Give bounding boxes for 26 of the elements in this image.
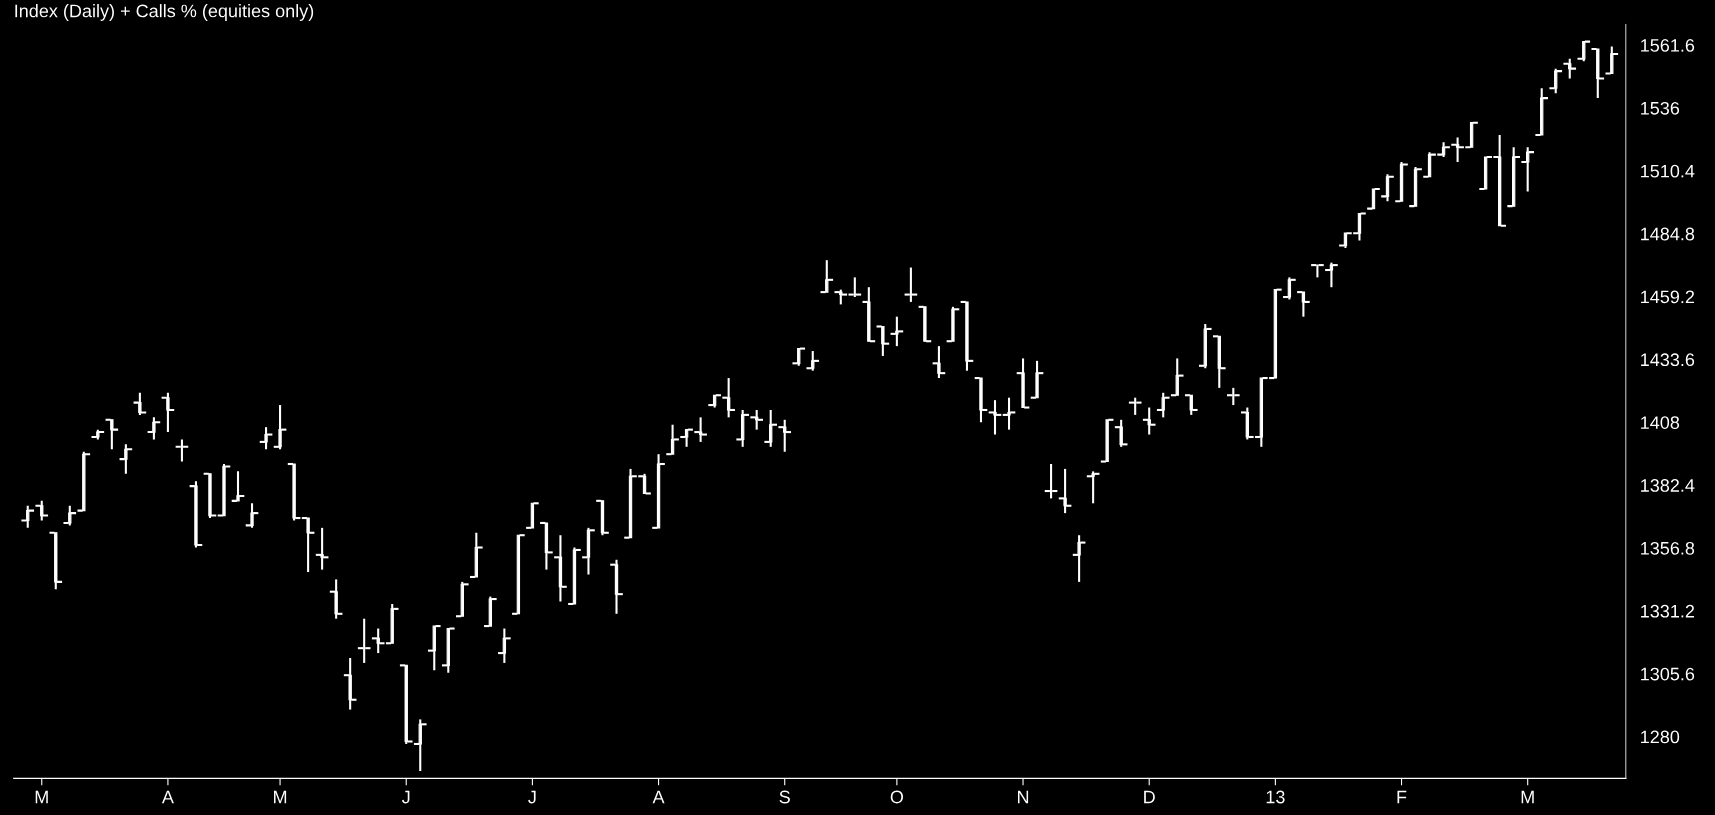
y-tick-label: 1459.2 (1641, 290, 1695, 304)
x-tick-label: M (35, 790, 48, 804)
y-tick-label: 1510.4 (1641, 164, 1695, 178)
x-tick-label: F (1397, 790, 1407, 804)
y-tick-label: 1280 (1641, 730, 1680, 744)
y-tick-label: 1356.8 (1641, 541, 1695, 555)
y-tick-label: 1382.4 (1641, 479, 1695, 492)
x-tick-label: N (1018, 790, 1029, 804)
x-tick-label: 13 (1266, 790, 1285, 804)
x-tick-label: A (161, 790, 174, 804)
y-tick-label: 1536 (1641, 101, 1680, 115)
x-tick-label: D (1144, 790, 1155, 804)
y-tick-label: 1305.6 (1641, 667, 1695, 681)
y-tick-label: 1433.6 (1641, 353, 1695, 367)
x-tick-label: M (1521, 790, 1534, 804)
y-tick-label: 1331.2 (1641, 604, 1695, 618)
x-tick-label: S (779, 790, 790, 804)
x-tick-label: J (402, 790, 410, 804)
y-tick-label: 1561.6 (1641, 39, 1695, 52)
x-tick-label: A (652, 790, 665, 804)
chart-title: Index (Daily) + Calls % (equities only) (15, 4, 314, 21)
y-tick-label: 1408 (1641, 416, 1680, 429)
x-tick-label: O (890, 790, 904, 804)
x-tick-label: J (528, 790, 536, 804)
x-tick-label: M (274, 790, 287, 804)
y-tick-label: 1484.8 (1641, 227, 1695, 241)
